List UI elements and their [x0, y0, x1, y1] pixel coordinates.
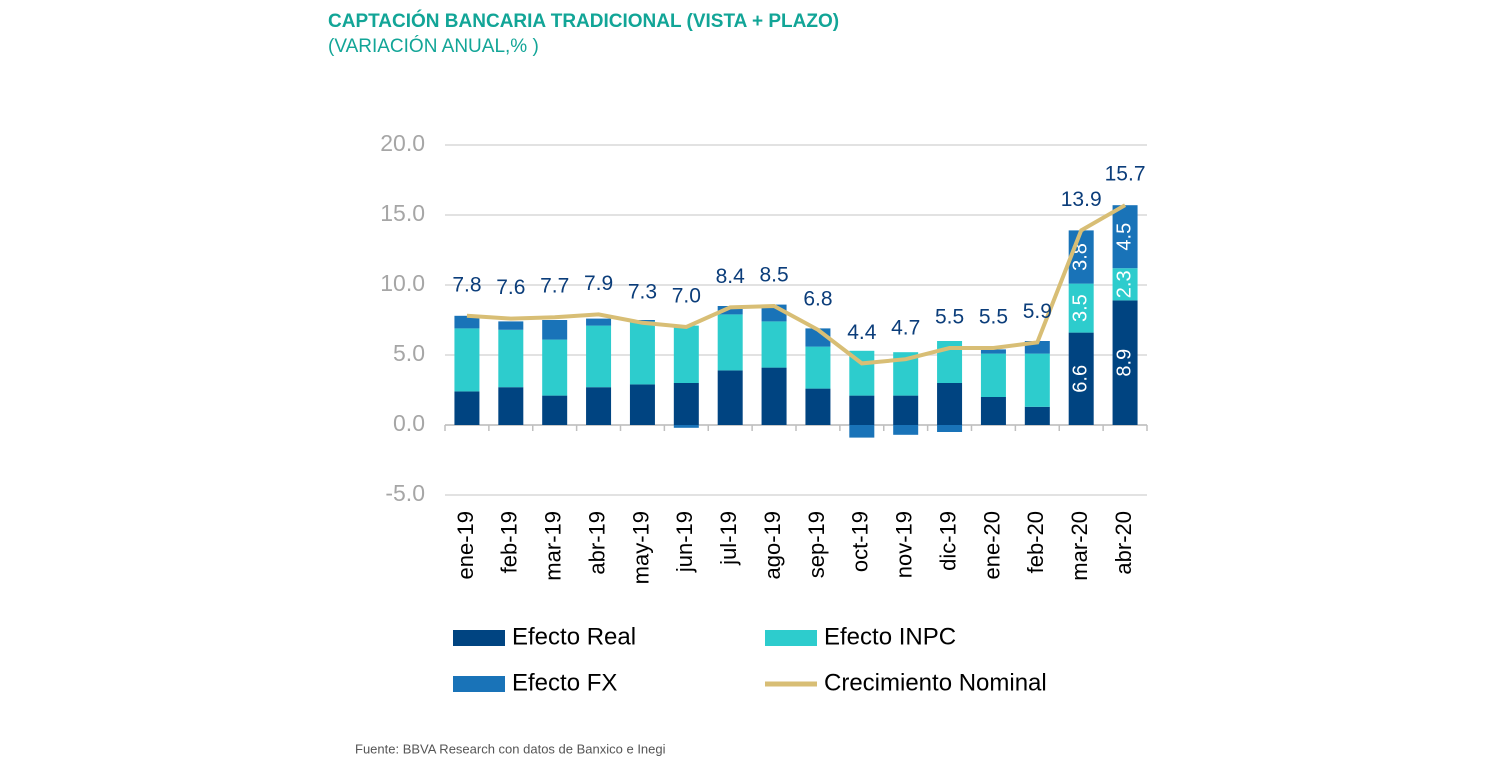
bar-segment	[673, 325, 699, 383]
bar-segment	[761, 321, 787, 368]
bar-segment	[498, 329, 524, 388]
value-label: 5.9	[1023, 300, 1052, 323]
value-label: 7.6	[496, 276, 525, 299]
y-tick-label: 5.0	[393, 340, 425, 366]
bar-segment	[937, 425, 963, 432]
bar-segment	[761, 367, 787, 425]
value-label: 7.9	[584, 272, 613, 295]
value-label: 7.8	[452, 273, 481, 296]
bar-segment	[980, 397, 1006, 425]
x-tick-label: nov-19	[892, 511, 917, 578]
bar-segment	[1112, 300, 1138, 425]
value-label: 4.4	[847, 321, 877, 344]
x-tick-label: ene-20	[979, 511, 1004, 580]
bar-segment	[586, 325, 612, 388]
bar-segment	[805, 388, 831, 425]
chart-title: CAPTACIÓN BANCARIA TRADICIONAL (VISTA + …	[328, 10, 839, 32]
bar-segment	[542, 320, 568, 340]
legend-label: Crecimiento Nominal	[824, 669, 1047, 696]
x-tick-label: abr-19	[584, 511, 609, 575]
bar-segment	[542, 339, 568, 396]
bar-segment	[1068, 332, 1094, 425]
bar-segment	[629, 321, 655, 385]
bar-segment	[498, 321, 524, 330]
x-tick-label: jul-19	[716, 511, 741, 566]
legend-label: Efecto INPC	[824, 623, 956, 650]
segment-label: 4.5	[1113, 223, 1135, 251]
value-label: 15.7	[1105, 163, 1146, 186]
bar-segment	[937, 383, 963, 425]
bar-segment	[454, 315, 480, 329]
y-tick-label: 10.0	[380, 270, 425, 296]
chart-subtitle: (VARIACIÓN ANUAL,% )	[328, 35, 539, 57]
x-tick-label: may-19	[628, 511, 653, 584]
x-tick-label: jun-19	[672, 511, 697, 573]
value-label: 7.3	[628, 280, 657, 303]
y-tick-label: -5.0	[385, 480, 425, 506]
value-label: 7.0	[672, 285, 701, 308]
x-tick-label: ene-19	[453, 511, 478, 580]
bar-segment	[893, 425, 919, 435]
bar-segment	[542, 395, 568, 425]
x-tick-label: abr-20	[1111, 511, 1136, 575]
value-label: 4.7	[891, 317, 920, 340]
value-label: 6.8	[803, 287, 832, 310]
legend-swatch	[765, 630, 817, 646]
x-tick-label: ago-19	[760, 511, 785, 580]
x-tick-label: feb-19	[497, 511, 522, 573]
bar-segment	[980, 353, 1006, 397]
bar-segment	[849, 425, 875, 438]
bar-segment	[717, 370, 743, 425]
bar-segment	[1024, 406, 1050, 425]
y-tick-label: 15.0	[380, 200, 425, 226]
bar-segment	[1112, 268, 1138, 301]
segment-label: 3.5	[1069, 294, 1091, 322]
bar-segment	[629, 320, 655, 322]
bar-segment	[1068, 283, 1094, 333]
bar-segment	[849, 395, 875, 425]
legend-label: Efecto Real	[512, 623, 636, 650]
bar-segment	[586, 387, 612, 425]
x-tick-label: feb-20	[1023, 511, 1048, 573]
x-tick-label: sep-19	[804, 511, 829, 578]
legend-swatch	[453, 676, 505, 692]
bar-segment	[1112, 205, 1138, 269]
y-tick-label: 0.0	[393, 410, 425, 436]
bar-segment	[629, 384, 655, 425]
segment-label: 6.6	[1069, 365, 1091, 393]
bar-segment	[454, 391, 480, 425]
bar-segment	[586, 318, 612, 326]
value-label: 13.9	[1061, 188, 1102, 211]
x-tick-label: mar-19	[541, 511, 566, 581]
segment-label: 2.3	[1113, 270, 1135, 298]
value-label: 7.7	[540, 275, 569, 298]
bar-segment	[893, 395, 919, 425]
source-note: Fuente: BBVA Research con datos de Banxi…	[355, 741, 666, 756]
x-tick-label: dic-19	[935, 511, 960, 571]
bar-segment	[717, 314, 743, 371]
legend-swatch	[453, 630, 505, 646]
value-label: 8.4	[716, 265, 746, 288]
segment-label: 8.9	[1113, 349, 1135, 377]
bar-segment	[717, 306, 743, 315]
value-label: 5.5	[935, 306, 964, 329]
bar-segment	[498, 387, 524, 425]
bar-segment	[980, 349, 1006, 354]
value-label: 8.5	[759, 264, 788, 287]
bar-segment	[673, 383, 699, 425]
bar-segment	[1024, 353, 1050, 407]
value-label: 5.5	[979, 306, 1008, 329]
x-tick-label: oct-19	[848, 511, 873, 572]
bar-segment	[454, 328, 480, 392]
y-tick-label: 20.0	[380, 130, 425, 156]
bar-segment	[673, 425, 699, 428]
line	[466, 203, 1127, 366]
bar-segment	[805, 346, 831, 389]
legend-label: Efecto FX	[512, 669, 617, 696]
x-tick-label: mar-20	[1067, 511, 1092, 581]
